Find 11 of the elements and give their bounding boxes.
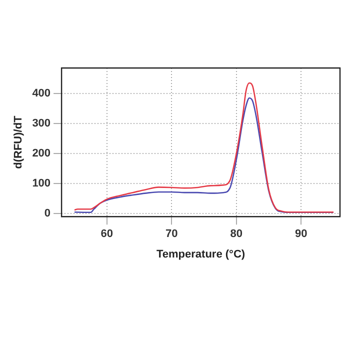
y-tick-label: 300 [32, 118, 51, 130]
x-tick-label: 90 [295, 228, 308, 240]
y-tick-label: 200 [32, 148, 51, 160]
y-tick-label: 0 [44, 208, 51, 220]
x-axis-title: Temperature (°C) [156, 248, 246, 260]
x-tick-label: 80 [230, 228, 243, 240]
x-tick-label: 60 [100, 228, 114, 240]
y-tick-label: 100 [32, 178, 51, 190]
y-tick-label: 400 [32, 88, 51, 100]
x-tick-label: 70 [166, 228, 178, 240]
y-axis-title: d(RFU)/dT [12, 115, 25, 169]
